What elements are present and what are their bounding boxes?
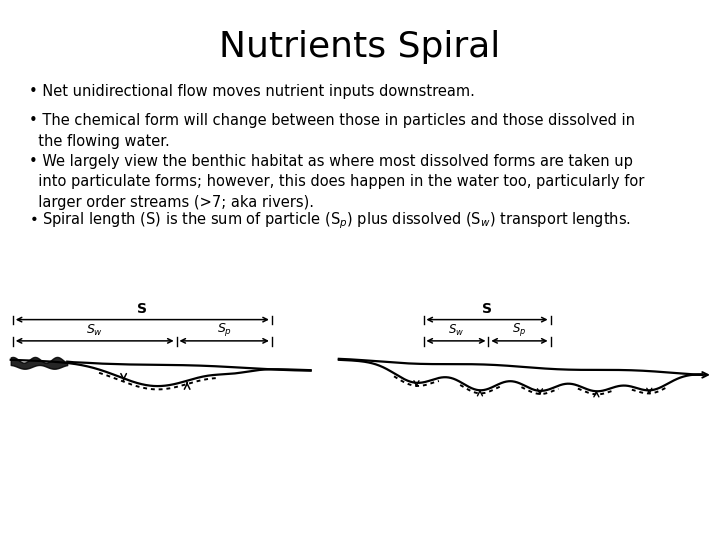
- Text: Nutrients Spiral: Nutrients Spiral: [220, 30, 500, 64]
- Text: $S_w$: $S_w$: [86, 322, 103, 338]
- Text: $S_w$: $S_w$: [448, 322, 464, 338]
- Text: S: S: [482, 302, 492, 316]
- Text: S: S: [138, 302, 148, 316]
- Text: • Net unidirectional flow moves nutrient inputs downstream.: • Net unidirectional flow moves nutrient…: [29, 84, 474, 99]
- Text: • Spiral length (S) is the sum of particle (S$_p$) plus dissolved (S$_w$) transp: • Spiral length (S) is the sum of partic…: [29, 211, 631, 231]
- Text: $S_p$: $S_p$: [217, 321, 232, 338]
- Text: $S_p$: $S_p$: [513, 321, 526, 338]
- Text: • The chemical form will change between those in particles and those dissolved i: • The chemical form will change between …: [29, 113, 635, 149]
- Text: • We largely view the benthic habitat as where most dissolved forms are taken up: • We largely view the benthic habitat as…: [29, 154, 644, 210]
